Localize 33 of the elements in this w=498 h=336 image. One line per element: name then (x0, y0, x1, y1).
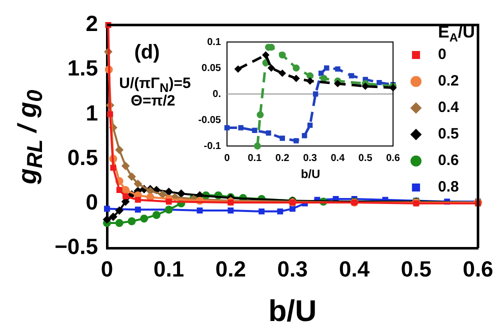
x-tick-label: 0.5 (358, 152, 373, 164)
legend-label: 0.4 (438, 99, 460, 116)
x-tick-label: 0.4 (339, 256, 370, 282)
x-axis-title: b/U (300, 167, 320, 181)
x-tick-label: 0.2 (215, 256, 246, 282)
y-tick-label: 0.05 (202, 62, 222, 74)
legend-label: 0.8 (438, 178, 459, 196)
y-tick-label: 0.1 (207, 36, 222, 48)
x-tick-label: 0.1 (248, 152, 262, 164)
x-axis-title: b/U (268, 295, 317, 329)
y-tick-label: 0. (212, 88, 222, 100)
y-tick-label: −0.5 (54, 234, 98, 260)
legend-label: 0 (438, 46, 446, 64)
y-tick-label: 2 (86, 11, 98, 36)
y-tick-label: -0.05 (198, 114, 222, 126)
y-tick-label: 0 (86, 189, 98, 214)
annotation: Θ=π/2 (130, 92, 176, 110)
y-tick-label: 1.5 (67, 56, 98, 81)
x-tick-label: 0.3 (277, 256, 308, 282)
x-tick-label: 0.4 (330, 152, 346, 164)
annotation: U/(πΓ$_{N}$)=5 (119, 75, 191, 95)
legend-label: 0.2 (438, 72, 459, 90)
x-tick-label: 0 (224, 152, 230, 164)
x-tick-label: 0.6 (462, 256, 494, 282)
y-tick-label: 1 (86, 100, 98, 126)
x-tick-label: 0.2 (275, 152, 290, 164)
legend-label: 0.5 (438, 126, 459, 143)
x-tick-label: 0.3 (303, 152, 318, 164)
annotation: (d) (134, 42, 160, 64)
x-tick-label: 0.6 (386, 152, 400, 164)
x-tick-label: 0.5 (400, 256, 432, 282)
y-tick-label: -0.1 (204, 140, 222, 152)
x-tick-label: 0.1 (154, 256, 184, 282)
